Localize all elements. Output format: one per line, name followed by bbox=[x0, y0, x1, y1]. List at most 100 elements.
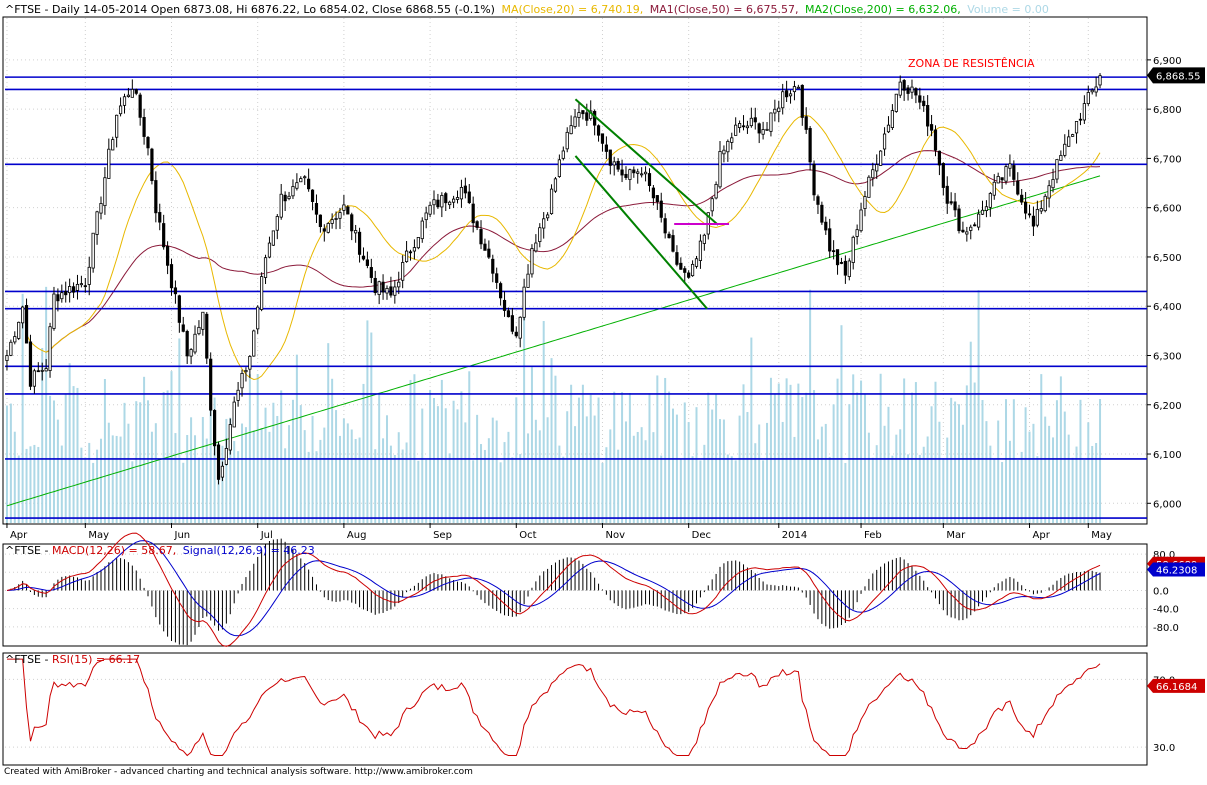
candle-body bbox=[455, 197, 460, 200]
volume-bar bbox=[276, 415, 279, 523]
volume-bar bbox=[56, 419, 59, 523]
volume-bar bbox=[969, 341, 972, 523]
candle-body bbox=[303, 176, 307, 179]
volume-bar bbox=[1028, 431, 1031, 523]
candle-body bbox=[969, 226, 973, 231]
volume-bar bbox=[397, 432, 400, 523]
volume-bar bbox=[268, 431, 271, 523]
ma50-legend: MA1(Close,50) = 6,675.57, bbox=[650, 3, 799, 16]
volume-bar bbox=[671, 408, 674, 523]
volume-bar bbox=[178, 338, 181, 523]
candle-body bbox=[875, 164, 879, 172]
candle-body bbox=[796, 86, 800, 89]
candle-body bbox=[173, 287, 178, 295]
volume-bar bbox=[464, 422, 467, 523]
candle-body bbox=[451, 198, 456, 203]
volume-bar bbox=[1055, 400, 1058, 523]
volume-bar bbox=[957, 404, 960, 523]
volume-bar bbox=[280, 390, 283, 523]
candle-body bbox=[322, 228, 326, 232]
x-tick-label: May bbox=[1091, 530, 1112, 541]
y-tick-label: 6,100 bbox=[1153, 450, 1182, 461]
volume-bar bbox=[393, 454, 396, 523]
candle-body bbox=[569, 125, 573, 135]
x-tick-label: Apr bbox=[1033, 530, 1051, 541]
x-axis: Apr May Jun Jul Aug Sep Oct Nov Dec 2014 Feb Mar Apr… bbox=[6, 523, 1112, 541]
volume-bar bbox=[977, 290, 980, 523]
candle-body bbox=[996, 176, 1000, 184]
candle-body bbox=[134, 89, 138, 94]
volume-bar bbox=[816, 439, 819, 523]
volume-bar bbox=[342, 418, 345, 523]
candle-body bbox=[193, 333, 197, 353]
volume-bar bbox=[793, 436, 796, 523]
candle-body bbox=[1078, 118, 1083, 121]
y-tick-label: 6,500 bbox=[1153, 253, 1182, 264]
volume-bar bbox=[644, 440, 647, 523]
volume-bar bbox=[550, 358, 553, 523]
candle-body bbox=[87, 266, 91, 285]
candle-body bbox=[491, 258, 495, 274]
candle-body bbox=[75, 283, 80, 291]
volume-bar bbox=[72, 386, 75, 523]
volume-bar bbox=[323, 427, 326, 523]
volume-bar bbox=[1059, 376, 1062, 523]
candle-body bbox=[1039, 208, 1043, 212]
candle-body bbox=[271, 230, 275, 246]
volume-bar bbox=[660, 455, 663, 523]
candle-body bbox=[150, 148, 154, 182]
candle-body bbox=[745, 125, 750, 129]
candle-body bbox=[698, 240, 703, 261]
candle-body bbox=[416, 237, 420, 249]
volume-bar bbox=[542, 320, 545, 523]
volume-bar bbox=[1075, 446, 1078, 523]
candle-body bbox=[463, 185, 467, 194]
footer-credit: Created with AmiBroker - advanced charti… bbox=[4, 767, 473, 777]
candle-body bbox=[749, 117, 753, 127]
volume-bar bbox=[119, 436, 122, 523]
volume-bar bbox=[871, 457, 874, 523]
volume-bar bbox=[597, 397, 600, 523]
macd-tick-label: 0.0 bbox=[1153, 586, 1169, 597]
volume-bar bbox=[801, 397, 804, 523]
volume-bar bbox=[687, 422, 690, 523]
candle-body bbox=[404, 250, 409, 263]
candle-body bbox=[307, 178, 311, 190]
candle-body bbox=[444, 193, 448, 204]
volume-bar bbox=[452, 400, 455, 523]
candle-body bbox=[177, 295, 181, 323]
candle-body bbox=[781, 91, 785, 109]
volume-bar bbox=[84, 457, 87, 523]
volume-bar bbox=[981, 400, 984, 523]
volume-bar bbox=[785, 378, 788, 523]
volume-bar bbox=[554, 375, 557, 523]
candle-body bbox=[32, 370, 36, 387]
volume-bar bbox=[29, 446, 32, 523]
candle-body bbox=[483, 243, 487, 251]
volume-bar bbox=[1087, 422, 1090, 523]
volume-bar bbox=[832, 404, 835, 523]
candle-body bbox=[185, 330, 189, 357]
volume-bar bbox=[52, 400, 55, 523]
candle-body bbox=[17, 321, 21, 339]
volume-bar bbox=[170, 371, 173, 523]
candle-body bbox=[1059, 155, 1063, 161]
candle-body bbox=[138, 94, 142, 118]
volume-bar bbox=[350, 429, 353, 523]
candle-body bbox=[244, 369, 248, 373]
candle-body bbox=[142, 117, 146, 137]
candle-body bbox=[291, 186, 295, 197]
volume-bar bbox=[45, 286, 48, 523]
candle-body bbox=[992, 181, 996, 196]
y-tick-label: 6,300 bbox=[1153, 351, 1182, 362]
candle-body bbox=[585, 112, 589, 121]
volume-bar bbox=[13, 431, 16, 523]
candle-body bbox=[902, 80, 906, 91]
volume-bar bbox=[891, 455, 894, 523]
volume-bar bbox=[370, 332, 373, 523]
volume-bar bbox=[695, 407, 698, 523]
candle-body bbox=[984, 206, 989, 211]
candle-body bbox=[976, 213, 981, 228]
volume-bar bbox=[123, 402, 126, 523]
volume-bar bbox=[511, 457, 514, 523]
